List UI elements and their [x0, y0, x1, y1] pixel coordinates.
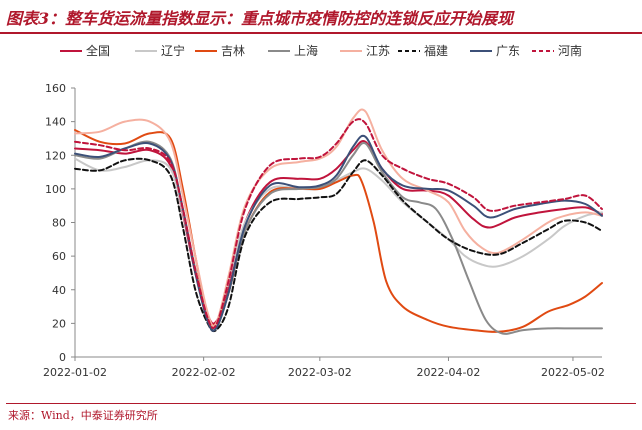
line-chart: 0 20 40 60 80 100 120 140 160 2022-01-02 2022-02-0… [43, 43, 605, 379]
y-tick-label: 0 [59, 351, 66, 364]
legend-label-7: 广东 [496, 44, 520, 58]
y-tick-label: 120 [45, 149, 66, 162]
legend-label-4: 上海 [294, 43, 318, 58]
figure-title: 图表3：整车货运流量指数显示：重点城市疫情防控的连锁反应开始展现 [6, 9, 514, 28]
y-tick-label: 80 [52, 217, 66, 230]
series-line-8 [74, 118, 603, 330]
series-line-4 [74, 140, 603, 335]
title-divider [0, 32, 642, 34]
y-tick-label: 60 [52, 250, 66, 263]
x-tick-label: 2022-02-02 [172, 366, 236, 379]
legend-label-5: 江苏 [366, 44, 390, 58]
x-tick-label: 2022-01-02 [43, 366, 107, 379]
legend-label-1: 全国 [86, 43, 110, 58]
y-tick-label: 100 [45, 183, 66, 196]
y-tick-label: 160 [45, 82, 66, 95]
legend-label-8: 河南 [558, 43, 582, 58]
legend-label-3: 吉林 [221, 44, 245, 58]
y-tick-label: 40 [52, 284, 66, 297]
series-line-6 [74, 157, 603, 333]
x-tick-label: 2022-04-02 [416, 366, 480, 379]
x-tick-label: 2022-03-02 [288, 366, 352, 379]
series-line-3 [74, 129, 603, 333]
series-line-7 [74, 134, 603, 332]
source-note: 来源：Wind，中泰证券研究所 [8, 409, 158, 422]
y-tick-label: 20 [52, 317, 66, 330]
source-divider [6, 403, 636, 404]
series-line-1 [74, 140, 603, 325]
series-line-5 [74, 108, 603, 327]
y-tick-label: 140 [45, 116, 66, 129]
legend-label-6: 福建 [424, 43, 448, 58]
x-tick-label: 2022-05-02 [541, 366, 605, 379]
legend-label-2: 辽宁 [161, 43, 185, 58]
